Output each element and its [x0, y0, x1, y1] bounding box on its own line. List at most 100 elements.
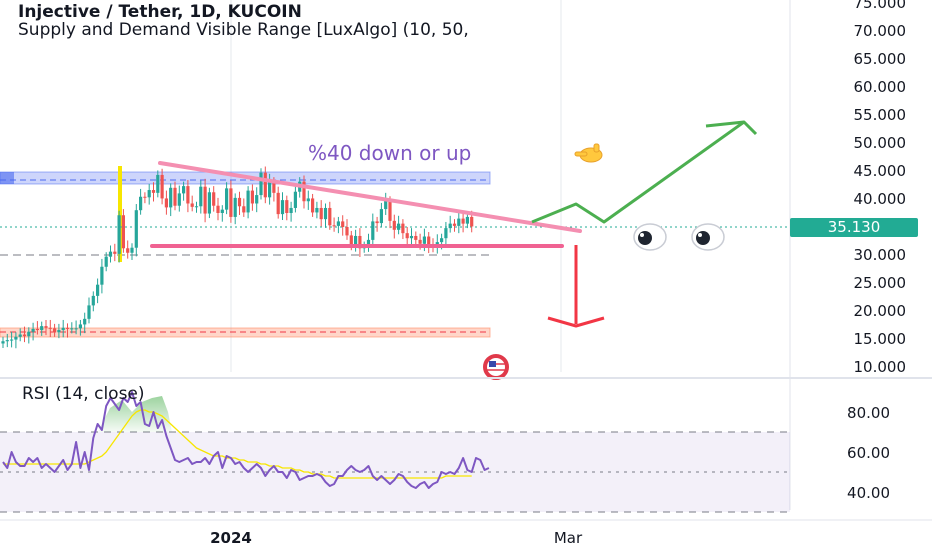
- candle-body: [246, 190, 250, 213]
- candle-body: [259, 172, 263, 196]
- candle-body: [379, 209, 383, 224]
- candle-body: [397, 223, 401, 230]
- candle-body: [293, 191, 297, 208]
- price-tick-label: 50.000: [854, 134, 907, 152]
- candle-body: [147, 190, 151, 198]
- candle-body: [199, 186, 203, 207]
- candle-body: [440, 238, 444, 243]
- candle-body: [375, 221, 379, 224]
- candle-body: [65, 327, 70, 329]
- candle-body: [229, 188, 233, 217]
- candle-body: [465, 216, 469, 224]
- candle-body: [14, 336, 18, 340]
- candle-body: [207, 192, 211, 214]
- candle-body: [448, 223, 452, 229]
- candle-body: [242, 206, 246, 213]
- candle-body: [130, 247, 134, 253]
- candle-body: [100, 266, 104, 285]
- candle-body: [401, 223, 405, 234]
- candle-body: [345, 227, 349, 236]
- candle-body: [203, 186, 207, 214]
- price-tick-label: 55.000: [854, 106, 907, 124]
- x-tick-2024: 2024: [210, 529, 252, 547]
- rsi-label: RSI (14, close): [22, 384, 145, 404]
- candle-body: [173, 187, 177, 206]
- candle-body: [70, 328, 74, 330]
- price-tick-label: 70.000: [854, 22, 907, 40]
- candle-body: [194, 206, 199, 208]
- candle-body: [255, 195, 259, 204]
- candle-body: [117, 215, 121, 254]
- candle-body: [212, 192, 216, 206]
- candle-body: [384, 200, 388, 210]
- price-tick-label: 10.000: [854, 358, 907, 376]
- candle-body: [151, 190, 156, 193]
- candle-body: [35, 328, 39, 331]
- indicator-label: Supply and Demand Visible Range [LuxAlgo…: [18, 20, 469, 40]
- pointing-hand-icon: [574, 143, 603, 163]
- candle-body: [220, 209, 224, 213]
- candle-body: [354, 235, 358, 245]
- projection-up-arrow[interactable]: [531, 120, 745, 224]
- candle-body: [48, 327, 52, 329]
- candle-body: [18, 334, 22, 337]
- candle-body: [91, 295, 95, 306]
- candle-body: [156, 174, 160, 193]
- candle-body: [126, 248, 130, 253]
- candle-body: [323, 207, 328, 220]
- candle-body: [444, 228, 448, 239]
- candle-body: [285, 200, 289, 213]
- candle-body: [276, 192, 280, 215]
- candle-body: [104, 256, 108, 267]
- candle-body: [409, 235, 414, 239]
- candle-body: [22, 334, 27, 337]
- candle-body: [139, 196, 143, 211]
- candle-body: [57, 330, 61, 333]
- candle-body: [182, 186, 186, 194]
- candle-body: [263, 172, 267, 198]
- candle-body: [237, 197, 242, 207]
- candle-body: [74, 328, 78, 330]
- candle-body: [422, 236, 426, 244]
- candle-body: [289, 207, 293, 213]
- candle-body: [216, 205, 220, 213]
- price-tick-label: 60.000: [854, 78, 907, 96]
- candle-body: [457, 218, 461, 226]
- rsi-tick-label: 40.00: [847, 484, 890, 502]
- candle-body: [311, 198, 315, 213]
- descending-trendline[interactable]: [158, 161, 582, 233]
- candle-body: [108, 251, 113, 257]
- price-tick-label: 75.000: [854, 0, 907, 12]
- candle-body: [371, 221, 375, 240]
- projection-down-arrowhead: [547, 316, 605, 328]
- price-tick-label: 30.000: [854, 246, 907, 264]
- candle-body: [461, 218, 465, 224]
- candle-body: [341, 221, 345, 227]
- candle-body: [336, 221, 340, 226]
- projection-text[interactable]: %40 down or up: [308, 141, 471, 165]
- supply-zone-volume: [0, 172, 14, 184]
- price-tick-label: 40.000: [854, 190, 907, 208]
- candle-body: [10, 339, 14, 341]
- candle-body: [225, 188, 229, 210]
- candle-body: [31, 328, 35, 332]
- current-price-value: 35.130: [827, 218, 881, 236]
- candle-body: [164, 198, 168, 208]
- projection-up-arrowhead: [705, 120, 758, 136]
- x-tick-mar: Mar: [554, 529, 583, 547]
- candle-body: [113, 251, 117, 254]
- candle-body: [392, 220, 396, 230]
- candle-body: [1, 341, 5, 344]
- candle-body: [388, 200, 392, 221]
- candle-body: [302, 181, 306, 202]
- candle-body: [366, 239, 371, 247]
- candle-body: [40, 326, 44, 331]
- candle-body: [169, 187, 173, 208]
- candle-body: [186, 186, 190, 204]
- candle-body: [96, 284, 100, 296]
- candle-body: [78, 324, 82, 329]
- price-tick-label: 20.000: [854, 302, 907, 320]
- rsi-tick-label: 80.00: [847, 404, 890, 422]
- candle-body: [233, 197, 237, 217]
